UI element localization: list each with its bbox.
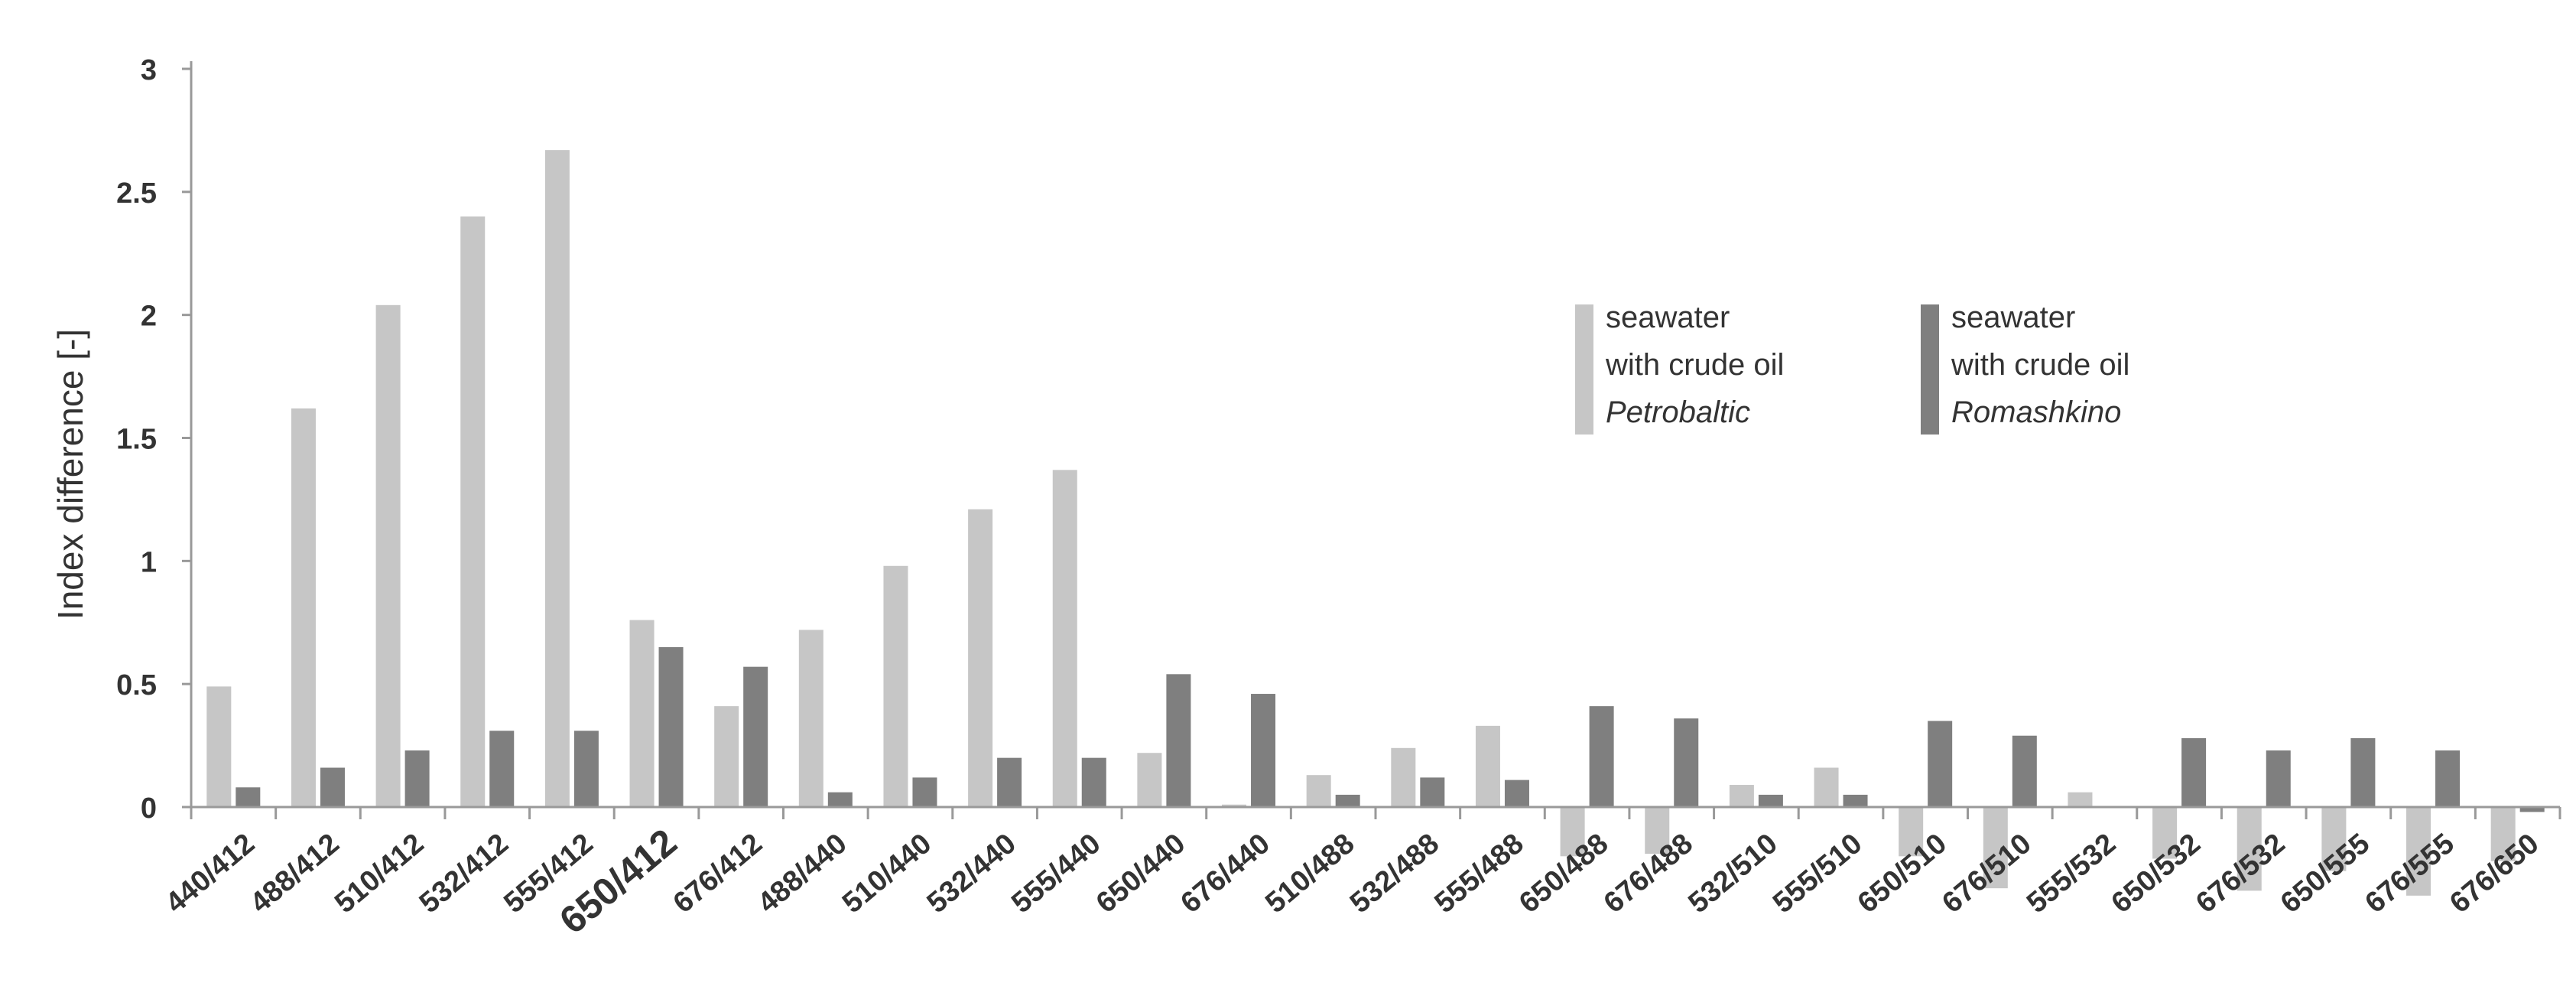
bar-series-0 bbox=[1475, 725, 1500, 807]
bar-series-1 bbox=[404, 750, 430, 807]
bar-series-0 bbox=[798, 630, 823, 807]
x-tick-label: 532/440 bbox=[921, 828, 1022, 920]
bar-series-1 bbox=[1758, 794, 1783, 807]
x-tick-label: 676/412 bbox=[668, 828, 768, 920]
legend: seawater with crude oil Petrobaltic seaw… bbox=[1575, 301, 2139, 435]
y-tick-label: 2.5 bbox=[116, 177, 157, 210]
bar-series-0 bbox=[375, 304, 401, 807]
bar-series-0 bbox=[629, 620, 655, 807]
bar-series-1 bbox=[236, 787, 261, 807]
x-tick-label: 532/412 bbox=[414, 828, 515, 920]
bar-series-0 bbox=[1306, 775, 1331, 807]
bar-series-0 bbox=[714, 706, 739, 807]
x-tick-label: 532/510 bbox=[1682, 828, 1783, 920]
bar-series-1 bbox=[2266, 750, 2291, 807]
y-tick-label: 2 bbox=[141, 301, 157, 333]
x-tick-label: 555/510 bbox=[1767, 828, 1868, 920]
bar-series-1 bbox=[743, 666, 768, 807]
x-tick-label: 532/488 bbox=[1344, 828, 1445, 920]
y-axis-label: Index difference [-] bbox=[50, 329, 90, 620]
legend-label-petrobaltic: seawater with crude oil Petrobaltic bbox=[1605, 301, 1793, 429]
bar-series-0 bbox=[1983, 807, 2008, 889]
bar-series-0 bbox=[1645, 807, 1670, 854]
bar-series-0 bbox=[1560, 807, 1585, 857]
bar-series-1 bbox=[827, 792, 853, 807]
bars bbox=[206, 150, 2545, 896]
x-tick-label: 488/412 bbox=[245, 828, 346, 920]
bar-series-1 bbox=[1166, 674, 1191, 807]
x-tick-label: 650/440 bbox=[1090, 828, 1191, 920]
bar-series-0 bbox=[544, 150, 570, 807]
x-tick-label: 510/440 bbox=[836, 828, 937, 920]
bar-series-0 bbox=[1899, 807, 1924, 857]
legend-label-romashkino: seawater with crude oil Romashkino bbox=[1951, 301, 2139, 429]
x-tick-label: 488/440 bbox=[752, 828, 853, 920]
x-tick-label: 440/412 bbox=[160, 828, 261, 920]
bar-series-1 bbox=[912, 777, 937, 807]
bar-series-0 bbox=[460, 216, 486, 807]
x-tick-label: 510/412 bbox=[329, 828, 430, 920]
axes bbox=[190, 61, 2561, 819]
y-axis-ticks: 0 0.5 1 1.5 2 2.5 3 bbox=[116, 54, 191, 825]
bar-series-1 bbox=[658, 646, 684, 807]
bar-series-0 bbox=[2490, 807, 2516, 861]
y-tick-label: 0.5 bbox=[116, 669, 157, 701]
bar-series-1 bbox=[2435, 750, 2461, 807]
bar-series-1 bbox=[573, 731, 599, 807]
y-tick-label: 3 bbox=[141, 54, 157, 86]
y-tick-label: 1.5 bbox=[116, 424, 157, 456]
bar-series-1 bbox=[1843, 794, 1868, 807]
bar-series-1 bbox=[1674, 718, 1699, 807]
bar-series-0 bbox=[206, 686, 232, 807]
bar-series-0 bbox=[1729, 785, 1754, 807]
bar-series-0 bbox=[1814, 767, 1839, 807]
x-axis-ticks: 440/412488/412510/412532/412555/412650/4… bbox=[160, 821, 2545, 942]
bar-series-1 bbox=[1335, 794, 1360, 807]
bar-series-1 bbox=[2181, 737, 2207, 807]
y-tick-label: 0 bbox=[141, 793, 157, 825]
bar-series-1 bbox=[2519, 807, 2545, 812]
bar-series-1 bbox=[1420, 777, 1445, 807]
x-tick-label: 676/440 bbox=[1175, 828, 1276, 920]
x-tick-label: 555/440 bbox=[1005, 828, 1106, 920]
bar-series-0 bbox=[2068, 792, 2093, 807]
bar-series-0 bbox=[2237, 807, 2262, 891]
bar-series-1 bbox=[2350, 737, 2376, 807]
bar-series-0 bbox=[968, 509, 993, 807]
legend-swatch-romashkino bbox=[1921, 304, 1939, 435]
x-tick-label: 555/488 bbox=[1429, 828, 1530, 920]
legend-swatch-petrobaltic bbox=[1575, 304, 1593, 435]
y-tick-label: 1 bbox=[141, 546, 157, 578]
bar-series-0 bbox=[1052, 470, 1077, 807]
bar-series-0 bbox=[291, 408, 316, 807]
bar-series-1 bbox=[320, 767, 345, 807]
bar-series-0 bbox=[2321, 807, 2347, 871]
bar-series-1 bbox=[2012, 735, 2037, 807]
bar-series-1 bbox=[489, 731, 515, 807]
bar-series-0 bbox=[2152, 807, 2178, 859]
bar-series-1 bbox=[1928, 721, 1953, 807]
bar-series-0 bbox=[1391, 747, 1416, 807]
bar-series-0 bbox=[1137, 753, 1162, 807]
bar-series-0 bbox=[1222, 804, 1247, 807]
x-tick-label: 510/488 bbox=[1259, 828, 1360, 920]
x-tick-label: 555/532 bbox=[2021, 828, 2122, 920]
bar-series-1 bbox=[1081, 757, 1106, 807]
bar-series-0 bbox=[2406, 807, 2431, 896]
bar-series-1 bbox=[997, 757, 1022, 807]
bar-series-1 bbox=[1589, 706, 1614, 807]
bar-series-1 bbox=[1251, 694, 1276, 807]
bar-series-1 bbox=[1504, 780, 1529, 807]
bar-series-0 bbox=[883, 565, 908, 807]
